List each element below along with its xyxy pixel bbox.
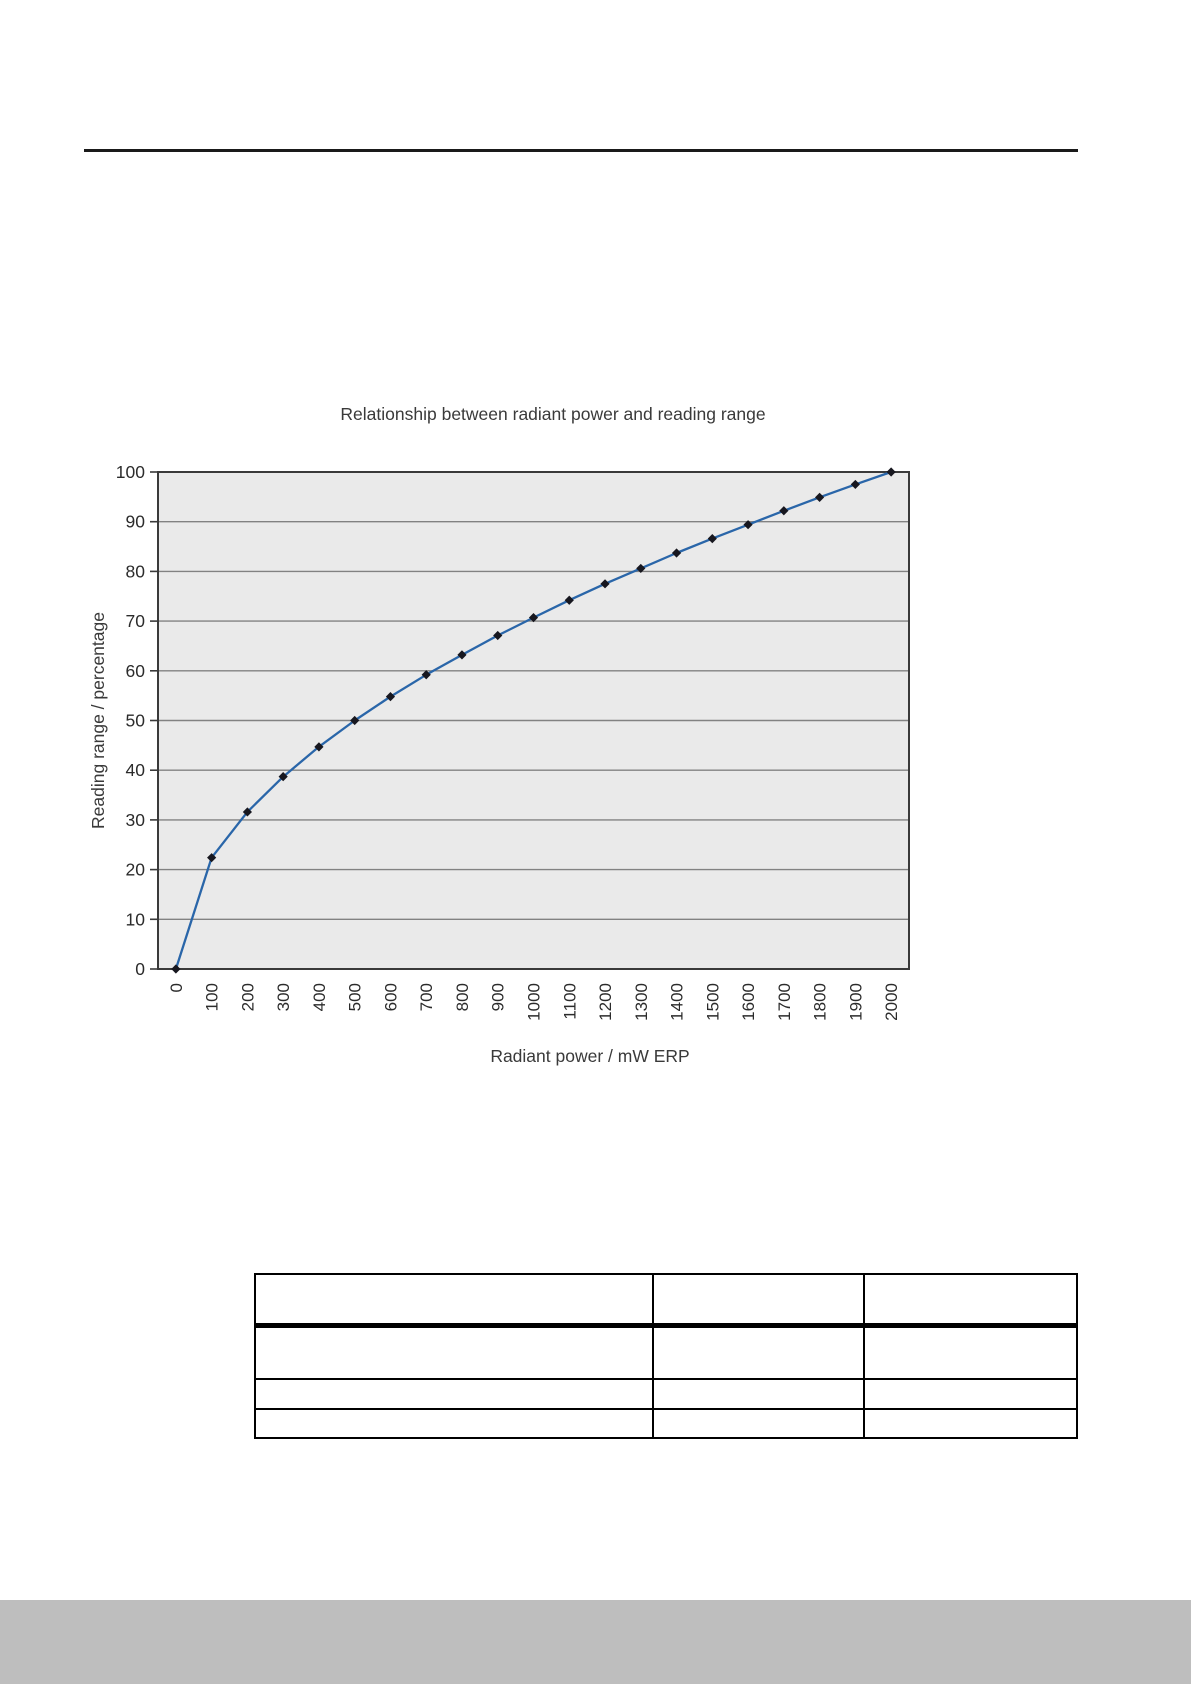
svg-text:60: 60 <box>126 661 146 681</box>
svg-text:10: 10 <box>126 909 146 929</box>
data-point-marker <box>171 964 181 974</box>
svg-text:1800: 1800 <box>811 983 830 1021</box>
data-point-marker <box>242 807 253 817</box>
empty-table <box>254 1273 1078 1439</box>
y-tick-labels: 0 10 20 30 40 50 60 70 80 90 100 <box>116 462 145 979</box>
svg-text:1900: 1900 <box>846 983 865 1021</box>
svg-text:50: 50 <box>126 711 146 731</box>
data-point-marker <box>421 670 431 680</box>
data-point-marker <box>350 715 360 726</box>
svg-text:200: 200 <box>238 983 257 1011</box>
plot-border <box>157 471 910 970</box>
data-point-marker <box>600 579 610 589</box>
table-cell <box>863 1378 1078 1410</box>
y-tick-marks <box>150 471 158 970</box>
table-cell <box>652 1324 865 1380</box>
table-cell <box>863 1324 1078 1380</box>
svg-text:1500: 1500 <box>703 983 722 1021</box>
svg-text:1100: 1100 <box>560 983 579 1020</box>
table-cell <box>863 1273 1078 1328</box>
horizontal-rule <box>84 149 1078 152</box>
svg-text:0: 0 <box>167 983 186 992</box>
svg-text:1600: 1600 <box>739 983 758 1021</box>
svg-text:20: 20 <box>126 860 146 880</box>
svg-text:90: 90 <box>126 512 146 532</box>
svg-text:800: 800 <box>453 983 472 1011</box>
gridlines <box>158 520 909 920</box>
svg-text:0: 0 <box>135 959 145 979</box>
y-axis-title: Reading range / percentage <box>76 472 120 969</box>
x-axis-title: Radiant power / mW ERP <box>490 1046 690 1066</box>
svg-text:100: 100 <box>203 983 222 1011</box>
svg-text:500: 500 <box>346 983 365 1011</box>
svg-text:80: 80 <box>126 561 146 581</box>
data-point-marker <box>314 742 324 752</box>
svg-text:1700: 1700 <box>775 983 794 1021</box>
chart-title: Relationship between radiant power and r… <box>340 404 766 424</box>
table-cell <box>652 1273 865 1328</box>
data-point-marker <box>743 520 753 530</box>
data-point-marker <box>564 595 574 605</box>
x-tick-labels: 0 100 200 300 400 500 600 700 800 900 1000 1100 1200… <box>167 983 901 1021</box>
svg-text:400: 400 <box>310 983 329 1011</box>
svg-text:100: 100 <box>116 462 145 482</box>
table-row <box>254 1408 1078 1439</box>
table-header-row <box>254 1273 1078 1328</box>
svg-text:900: 900 <box>489 983 508 1011</box>
table-cell <box>254 1408 654 1439</box>
table-cell <box>652 1408 865 1439</box>
svg-text:1300: 1300 <box>632 983 651 1021</box>
data-point-marker <box>457 650 467 660</box>
svg-text:40: 40 <box>126 760 146 780</box>
table-row <box>254 1324 1078 1380</box>
table-cell <box>254 1324 654 1380</box>
table-cell <box>863 1408 1078 1439</box>
data-point-marker <box>493 630 503 641</box>
svg-text:2000: 2000 <box>882 983 901 1021</box>
table-cell <box>652 1378 865 1410</box>
svg-text:1000: 1000 <box>525 983 544 1021</box>
footer-bar <box>0 1600 1191 1684</box>
table-row <box>254 1378 1078 1410</box>
svg-text:700: 700 <box>417 983 436 1011</box>
svg-text:600: 600 <box>381 983 400 1011</box>
svg-text:300: 300 <box>274 983 293 1011</box>
data-point-marker <box>207 853 217 863</box>
svg-text:1400: 1400 <box>668 983 687 1021</box>
svg-text:70: 70 <box>126 611 146 631</box>
data-point-marker <box>886 467 896 477</box>
y-axis-title-text: Reading range / percentage <box>87 612 108 829</box>
table-cell <box>254 1273 654 1328</box>
data-point-marker <box>779 506 789 516</box>
svg-text:1200: 1200 <box>596 983 615 1021</box>
table-cell <box>254 1378 654 1410</box>
svg-text:30: 30 <box>126 810 146 830</box>
